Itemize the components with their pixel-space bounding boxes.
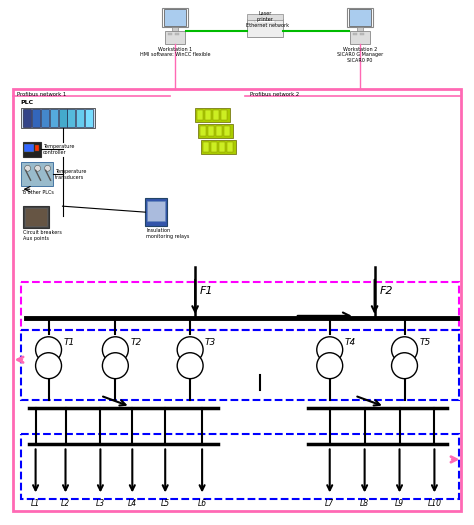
Text: L2: L2 [61, 499, 70, 508]
Bar [175, 33, 179, 35]
Bar [247, 14, 283, 20]
Bar [205, 110, 211, 120]
Text: Ethernet network: Ethernet network [246, 23, 289, 28]
Bar [198, 124, 233, 139]
Text: Workstation 2
SICAR0 G Manager
SICAR0 P0: Workstation 2 SICAR0 G Manager SICAR0 P0 [337, 47, 383, 63]
Circle shape [25, 165, 31, 171]
Bar [145, 198, 167, 226]
Text: Temperature
controller: Temperature controller [43, 144, 74, 155]
Bar [349, 9, 371, 26]
Circle shape [102, 353, 128, 379]
Text: Profibus network 1: Profibus network 1 [17, 91, 66, 97]
Bar [201, 140, 236, 154]
Bar [203, 142, 209, 152]
Text: T2: T2 [130, 338, 142, 347]
Text: Profibus network 2: Profibus network 2 [250, 91, 299, 97]
Bar [23, 206, 48, 228]
Bar [25, 208, 46, 226]
Text: L5: L5 [161, 499, 170, 508]
Circle shape [35, 165, 41, 171]
Text: L4: L4 [128, 499, 137, 508]
Bar [41, 109, 48, 128]
Text: To other PLCs: To other PLCs [21, 190, 54, 195]
Bar [195, 109, 230, 122]
Bar [21, 282, 459, 330]
Bar [219, 142, 225, 152]
Text: Circuit breakers
Aux points: Circuit breakers Aux points [23, 230, 62, 241]
Text: T5: T5 [419, 338, 431, 347]
Circle shape [392, 353, 418, 379]
Text: L3: L3 [96, 499, 105, 508]
Bar [353, 33, 356, 35]
Bar [227, 142, 233, 152]
Bar [346, 8, 373, 27]
Text: Workstation 1
HMI software: WinCC flexible: Workstation 1 HMI software: WinCC flexib… [140, 47, 210, 57]
Text: L7: L7 [325, 499, 334, 508]
Bar [221, 110, 227, 120]
Text: F2: F2 [380, 286, 393, 296]
Bar [356, 27, 363, 30]
Text: T4: T4 [345, 338, 356, 347]
Bar [165, 30, 185, 44]
Text: Insulation
monitoring relays: Insulation monitoring relays [146, 228, 190, 239]
Circle shape [45, 165, 51, 171]
Bar [211, 142, 217, 152]
Bar [35, 145, 38, 151]
Bar [208, 127, 214, 136]
Bar [247, 19, 283, 37]
Circle shape [317, 337, 343, 363]
Bar [13, 89, 461, 511]
Bar [168, 33, 172, 35]
Bar [172, 27, 178, 30]
Bar [24, 144, 34, 152]
Bar [164, 9, 186, 26]
Bar [50, 109, 57, 128]
Circle shape [177, 353, 203, 379]
Bar [213, 110, 219, 120]
Bar [162, 8, 188, 27]
Text: Laser
printer: Laser printer [256, 10, 273, 22]
Text: PLC: PLC [21, 100, 34, 106]
Circle shape [36, 337, 62, 363]
Bar [360, 33, 364, 35]
Bar [23, 109, 31, 128]
Circle shape [177, 337, 203, 363]
Circle shape [317, 353, 343, 379]
Bar [255, 19, 275, 23]
Text: L1: L1 [31, 499, 40, 508]
Circle shape [102, 337, 128, 363]
Bar [216, 127, 222, 136]
Bar [147, 201, 165, 221]
Text: L8: L8 [360, 499, 369, 508]
Circle shape [392, 337, 418, 363]
Bar [23, 142, 41, 158]
Bar [21, 435, 459, 499]
Bar [21, 162, 53, 186]
Bar [197, 110, 203, 120]
Text: L10: L10 [428, 499, 441, 508]
Text: F1: F1 [200, 286, 214, 296]
Bar [67, 109, 75, 128]
Text: L6: L6 [198, 499, 207, 508]
Text: L9: L9 [395, 499, 404, 508]
Bar [350, 30, 370, 44]
Text: T3: T3 [205, 338, 216, 347]
Bar [32, 109, 40, 128]
Text: T1: T1 [64, 338, 75, 347]
Bar [85, 109, 93, 128]
Bar [21, 330, 459, 400]
Bar [76, 109, 84, 128]
Bar [224, 127, 230, 136]
Text: Temperature
transducers: Temperature transducers [55, 169, 86, 180]
Circle shape [36, 353, 62, 379]
Bar [200, 127, 206, 136]
Bar [21, 109, 95, 129]
Bar [58, 109, 66, 128]
